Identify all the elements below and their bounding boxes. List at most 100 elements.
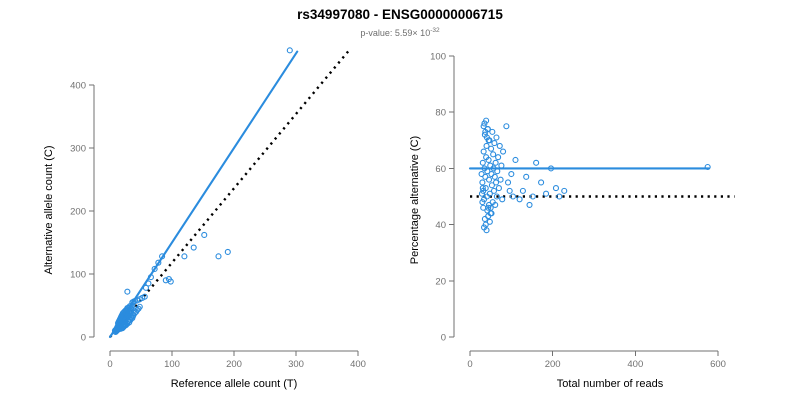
p-value-exponent: -32 — [430, 27, 440, 34]
data-point — [561, 187, 568, 194]
data-point — [491, 140, 498, 147]
data-point — [529, 193, 536, 200]
data-point — [479, 199, 486, 206]
data-point — [483, 117, 490, 124]
y-tick-label: 0 — [441, 333, 446, 344]
data-point — [538, 179, 545, 186]
data-point — [482, 185, 489, 192]
x-tick-label: 0 — [107, 359, 112, 370]
data-point — [145, 280, 152, 287]
data-point — [141, 293, 148, 300]
x-tick-label: 200 — [545, 359, 561, 370]
left-x-axis-title: Reference allele count (T) — [171, 378, 298, 390]
data-point — [486, 190, 493, 197]
left-y-axis-title: Alternative allele count (C) — [43, 145, 55, 274]
right-y-axis-title: Percentage alternative (C) — [409, 136, 421, 264]
data-point — [552, 185, 560, 192]
data-point — [129, 302, 136, 309]
data-point — [129, 313, 136, 320]
data-point — [201, 231, 208, 238]
data-point — [506, 187, 513, 194]
data-point — [556, 193, 563, 200]
data-point — [480, 224, 488, 231]
data-point — [479, 185, 486, 192]
y-tick-label: 0 — [81, 333, 86, 344]
data-point — [478, 170, 485, 178]
data-point — [224, 248, 231, 255]
x-tick-label: 0 — [467, 359, 472, 370]
data-point — [508, 170, 515, 178]
data-point — [479, 179, 486, 186]
data-point — [504, 179, 512, 186]
data-point — [159, 253, 166, 260]
data-point — [704, 163, 711, 171]
data-point — [496, 142, 503, 149]
data-point — [490, 151, 497, 158]
data-point — [494, 168, 501, 175]
data-point — [485, 156, 492, 164]
x-tick-label: 300 — [288, 359, 304, 370]
right-x-axis-title: Total number of reads — [557, 378, 664, 390]
p-value-subtitle: p-value: 5.59× 10-32 — [360, 27, 440, 38]
panel-percentage-alternative-scatter: 0 20 40 60 80 100 0 200 400 600 Total number of r… — [409, 52, 735, 390]
y-tick-label: 300 — [70, 144, 86, 155]
y-tick-label: 80 — [435, 108, 446, 119]
left-tick-labels: 0 100 200 300 400 0 100 200 300 400 — [70, 81, 366, 371]
data-point — [478, 190, 486, 197]
p-value-text: p-value: 5.59× 10 — [360, 28, 430, 38]
data-point — [124, 288, 131, 295]
data-point — [499, 196, 506, 203]
data-point — [485, 176, 493, 183]
data-point — [512, 156, 519, 164]
data-point — [480, 123, 487, 130]
data-point — [480, 148, 487, 155]
x-tick-label: 200 — [226, 359, 242, 370]
x-tick-label: 100 — [164, 359, 180, 370]
data-point — [519, 187, 526, 194]
data-point — [493, 193, 500, 200]
data-point — [503, 123, 510, 130]
data-point — [479, 159, 486, 166]
x-tick-label: 600 — [710, 359, 726, 370]
reference-line — [109, 50, 350, 338]
data-point — [488, 210, 495, 217]
data-point — [491, 173, 498, 180]
data-point — [181, 253, 188, 260]
data-point — [142, 284, 150, 291]
data-point — [516, 196, 523, 203]
data-point — [492, 179, 500, 186]
data-point — [482, 173, 489, 180]
fit-line — [108, 50, 299, 339]
data-point — [483, 142, 490, 149]
data-point — [112, 328, 119, 336]
data-point — [495, 185, 502, 192]
data-point — [286, 47, 293, 54]
data-point — [509, 193, 517, 200]
data-point — [492, 201, 499, 208]
x-tick-label: 400 — [350, 359, 366, 370]
panel-allele-count-scatter: 0 100 200 300 400 0 100 200 300 400 Reference all… — [43, 47, 366, 390]
data-point — [486, 218, 493, 225]
y-tick-label: 400 — [70, 81, 86, 92]
data-point — [495, 154, 502, 161]
data-point — [489, 128, 496, 135]
left-fit-line — [108, 50, 299, 339]
data-point — [480, 204, 487, 211]
data-point — [488, 145, 495, 152]
data-point — [498, 162, 505, 169]
data-point — [484, 168, 491, 175]
data-point — [151, 265, 158, 273]
y-tick-label: 100 — [430, 52, 446, 63]
data-point — [487, 204, 494, 211]
data-point — [500, 148, 507, 155]
page-title: rs34997080 - ENSG00000006715 — [297, 7, 503, 22]
left-data-points — [111, 47, 293, 336]
data-point — [542, 190, 550, 197]
data-point — [131, 298, 138, 305]
y-tick-label: 40 — [435, 220, 446, 231]
y-tick-label: 20 — [435, 276, 446, 287]
data-point — [155, 259, 162, 266]
right-data-points — [478, 117, 711, 234]
